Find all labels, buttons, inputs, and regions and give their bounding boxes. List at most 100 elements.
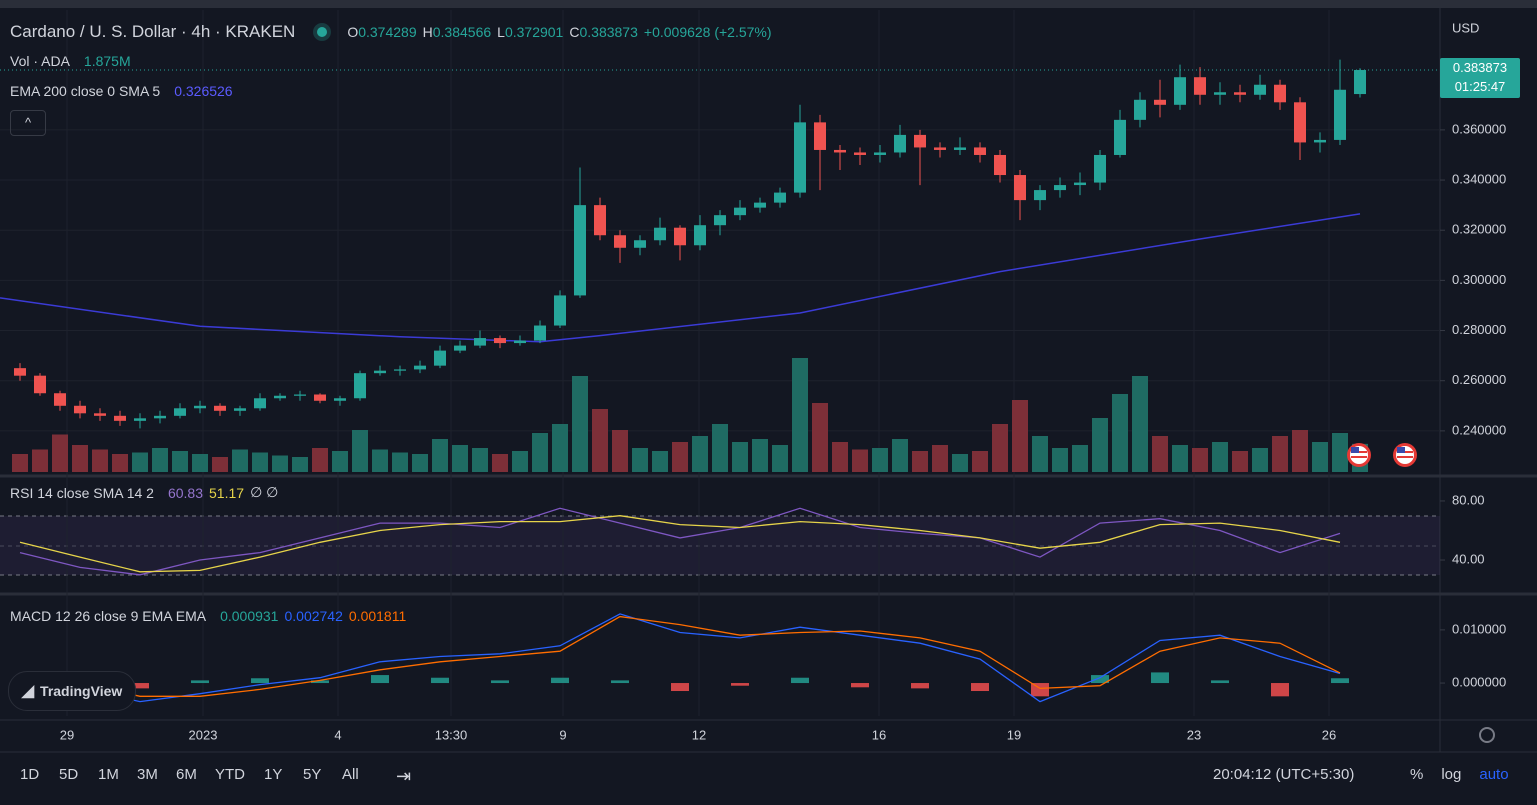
histogram-bar bbox=[1151, 672, 1169, 684]
candle-body bbox=[174, 408, 186, 416]
candle-body bbox=[854, 152, 866, 155]
x-tick-label: 2023 bbox=[189, 727, 218, 742]
candle-body bbox=[694, 225, 706, 246]
logo-text: TradingView bbox=[40, 683, 123, 699]
range-button[interactable]: 1Y bbox=[264, 766, 283, 783]
y-tick-label: 0.240000 bbox=[1452, 422, 1506, 437]
volume-bar bbox=[332, 451, 348, 472]
volume-bar bbox=[712, 424, 728, 472]
legend-value: 0.000931 bbox=[220, 608, 279, 624]
x-tick-label: 12 bbox=[692, 727, 706, 742]
range-button[interactable]: 5Y bbox=[303, 766, 322, 783]
candle-body bbox=[954, 147, 966, 150]
volume-bar bbox=[652, 451, 668, 472]
volume-bar bbox=[292, 457, 308, 472]
settings-icon[interactable] bbox=[1479, 727, 1495, 743]
volume-bar bbox=[32, 449, 48, 472]
goto-date[interactable]: ⇥ bbox=[396, 766, 412, 786]
candle-body bbox=[654, 227, 666, 241]
range-button[interactable]: 5D bbox=[59, 766, 79, 783]
range-button[interactable]: All bbox=[342, 766, 359, 783]
volume-bar bbox=[392, 452, 408, 472]
candle-body bbox=[774, 192, 786, 203]
legend-ema: EMA 200 close 0 SMA 5 0.326526 bbox=[10, 83, 233, 99]
histogram-bar bbox=[971, 683, 989, 692]
volume-bar bbox=[1032, 436, 1048, 472]
volume-bar bbox=[692, 436, 708, 472]
ohlc-value: 0.383873 bbox=[579, 24, 638, 40]
volume-bar bbox=[1332, 433, 1348, 472]
candle-body bbox=[1314, 139, 1326, 143]
event-flag[interactable] bbox=[1393, 443, 1417, 467]
y-tick-label: 0.320000 bbox=[1452, 222, 1506, 237]
x-tick-label: 16 bbox=[872, 727, 886, 742]
ohlc-label: L bbox=[497, 24, 505, 40]
y-tick-label: 0.260000 bbox=[1452, 372, 1506, 387]
y-tick-label: 80.00 bbox=[1452, 492, 1485, 507]
volume-bar bbox=[132, 452, 148, 472]
auto-toggle[interactable]: auto bbox=[1479, 766, 1509, 783]
volume-bar bbox=[572, 376, 588, 472]
log-toggle[interactable]: log bbox=[1441, 766, 1462, 783]
histogram-bar bbox=[551, 677, 569, 684]
candle-body bbox=[1054, 185, 1066, 191]
histogram-bar bbox=[1211, 680, 1229, 684]
histogram-bar bbox=[491, 680, 509, 684]
series-line bbox=[19, 507, 1341, 576]
legend-value: 0.001811 bbox=[348, 608, 407, 624]
y-tick-label: 0.280000 bbox=[1452, 322, 1506, 337]
legend-label: MACD 12 26 close 9 EMA EMA bbox=[10, 608, 207, 624]
candle-body bbox=[34, 375, 46, 394]
range-button[interactable]: 6M bbox=[176, 766, 197, 783]
event-flag[interactable] bbox=[1347, 443, 1371, 467]
x-tick-label: 29 bbox=[60, 727, 74, 742]
x-tick-label: 19 bbox=[1007, 727, 1021, 742]
legend-value: 60.83 bbox=[167, 484, 204, 501]
symbol-title[interactable]: Cardano / U. S. Dollar · 4h · KRAKEN bbox=[10, 22, 296, 41]
clock[interactable]: 20:04:12 (UTC+5:30) bbox=[1213, 766, 1355, 783]
logo[interactable]: ◢ TradingView bbox=[8, 671, 136, 711]
collapse-button[interactable]: ^ bbox=[10, 110, 46, 136]
volume-bar bbox=[12, 454, 28, 472]
y-tick-label: 0.360000 bbox=[1452, 121, 1506, 136]
volume-bar bbox=[1272, 436, 1288, 472]
volume-bar bbox=[112, 454, 128, 472]
volume-bar bbox=[592, 409, 608, 472]
volume-bar bbox=[1292, 430, 1308, 472]
candle-body bbox=[334, 398, 346, 401]
candle-body bbox=[1274, 84, 1286, 103]
volume-bar bbox=[472, 448, 488, 472]
x-tick-label: 26 bbox=[1322, 727, 1336, 742]
range-button[interactable]: 3M bbox=[137, 766, 158, 783]
scale-options: % log auto bbox=[1410, 766, 1509, 783]
legend-value: 51.17 bbox=[209, 484, 245, 501]
y-tick-label: 0.340000 bbox=[1452, 171, 1506, 186]
ohlc-label: O bbox=[347, 24, 359, 40]
legend-main: Cardano / U. S. Dollar · 4h · KRAKEN O0.… bbox=[10, 22, 772, 42]
ohlc-item: L0.372901 bbox=[497, 24, 563, 40]
candle-body bbox=[474, 338, 486, 346]
ohlc-value: 0.372901 bbox=[504, 24, 564, 40]
plot-layer: 29 2023 4 13:30 9 12 16 19 23 26 0.240000 0.260000 0… bbox=[0, 10, 1506, 742]
legend-value: 1.875M bbox=[83, 53, 131, 69]
histogram-bar bbox=[851, 683, 869, 688]
volume-bar bbox=[92, 449, 108, 472]
candle-body bbox=[54, 393, 66, 406]
volume-bar bbox=[872, 448, 888, 472]
currency[interactable]: USD bbox=[1452, 20, 1479, 35]
range-button[interactable]: 1M bbox=[98, 766, 119, 783]
y-tick-label: 0.300000 bbox=[1452, 272, 1506, 287]
candle-body bbox=[494, 338, 506, 344]
range-button[interactable]: 1D bbox=[20, 766, 40, 783]
x-tick-label: 9 bbox=[559, 727, 566, 742]
ohlc-value: 0.374289 bbox=[358, 24, 417, 40]
ohlc-item: H0.384566 bbox=[423, 24, 492, 40]
histogram-bar bbox=[611, 680, 629, 684]
volume-bar bbox=[612, 430, 628, 472]
range-button[interactable]: YTD bbox=[215, 766, 245, 783]
percent-toggle[interactable]: % bbox=[1410, 766, 1424, 783]
candle-body bbox=[274, 395, 286, 399]
volume-bar bbox=[1192, 448, 1208, 472]
candle-body bbox=[974, 147, 986, 155]
